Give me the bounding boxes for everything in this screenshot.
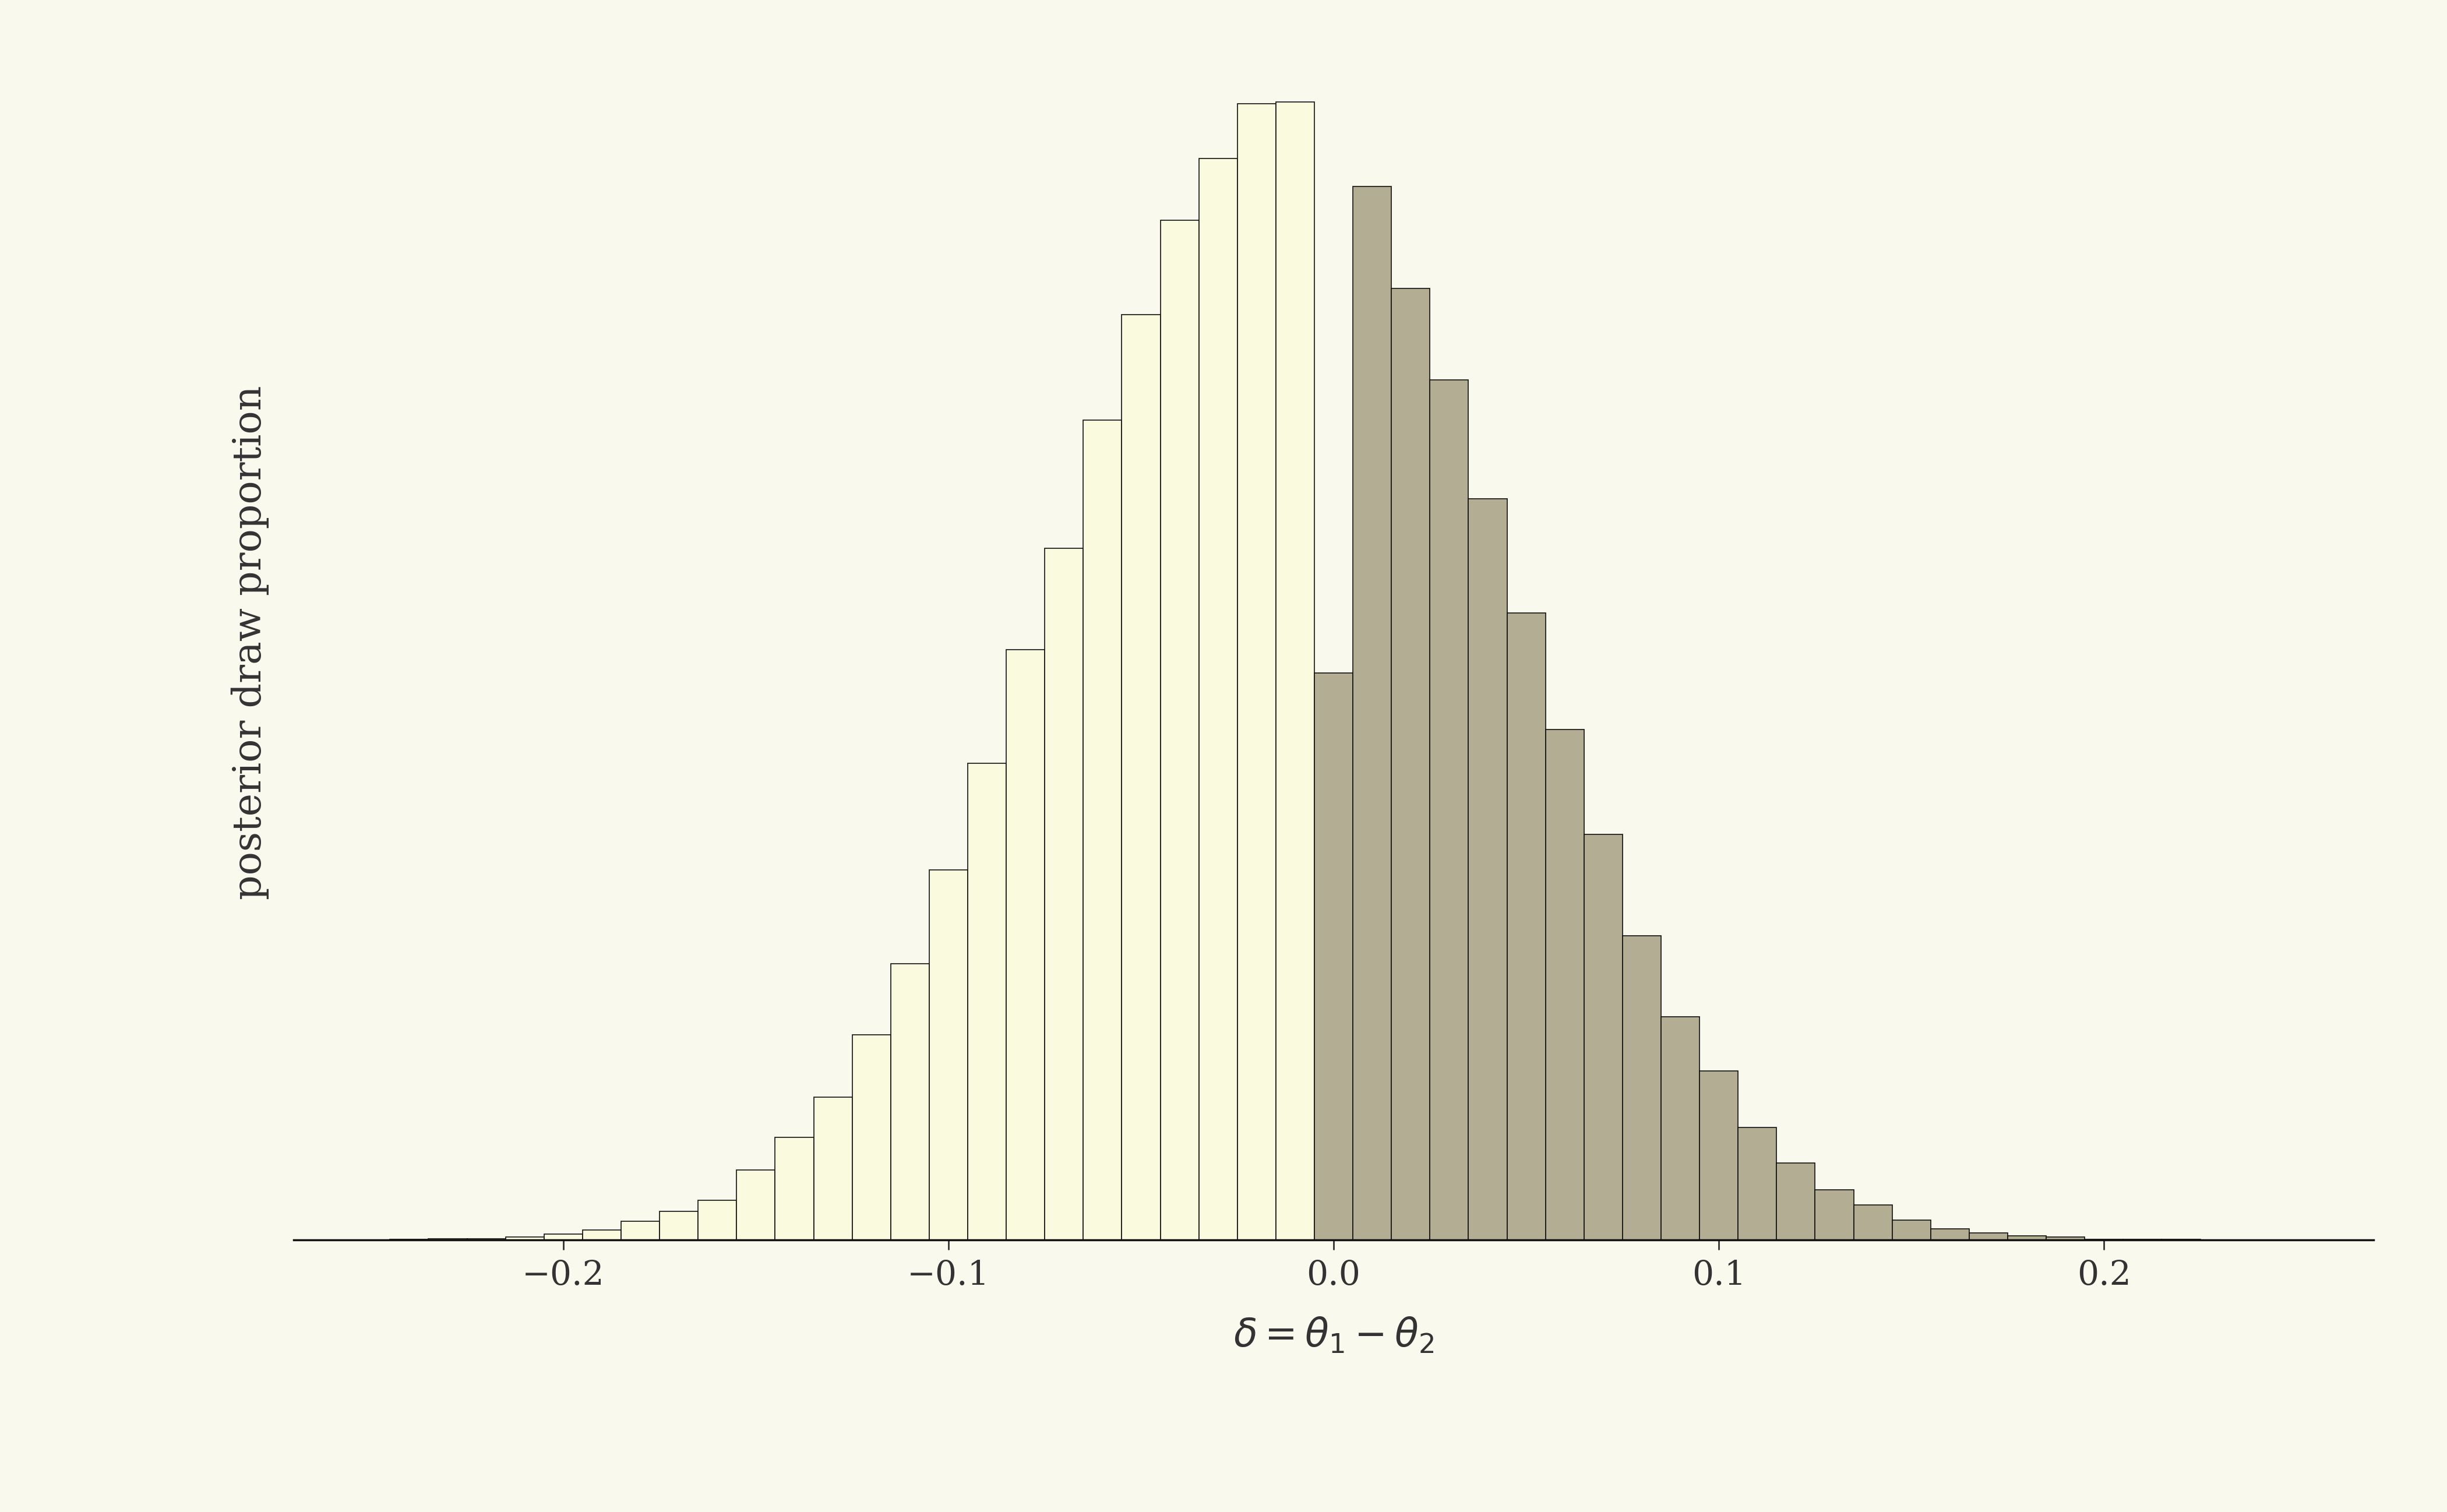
X-axis label: $\delta = \theta_1 - \theta_2$: $\delta = \theta_1 - \theta_2$ [1233, 1315, 1434, 1355]
Bar [1353, 186, 1392, 1240]
Bar [1662, 1016, 1701, 1240]
Bar [815, 1098, 852, 1240]
Y-axis label: posterior draw proportion: posterior draw proportion [232, 386, 269, 900]
Bar [1238, 103, 1275, 1240]
Bar [1583, 835, 1622, 1240]
Bar [1737, 1128, 1777, 1240]
Bar [661, 1211, 697, 1240]
Bar [1970, 1234, 2007, 1240]
Bar [1547, 730, 1583, 1240]
Bar [1314, 673, 1353, 1240]
Bar [1622, 936, 1662, 1240]
Bar [1084, 420, 1121, 1240]
Bar [1429, 380, 1468, 1240]
Bar [1931, 1229, 1970, 1240]
Bar [1006, 650, 1045, 1240]
Bar [930, 869, 967, 1240]
Bar [1701, 1070, 1737, 1240]
Bar [737, 1170, 776, 1240]
Bar [1468, 499, 1507, 1240]
Bar [2046, 1237, 2085, 1240]
Bar [967, 764, 1006, 1240]
Bar [1392, 289, 1429, 1240]
Bar [1045, 549, 1084, 1240]
Bar [776, 1137, 815, 1240]
Bar [1816, 1190, 1855, 1240]
Bar [1777, 1163, 1816, 1240]
Bar [1275, 103, 1314, 1240]
Bar [1507, 612, 1547, 1240]
Bar [507, 1237, 543, 1240]
Bar [1892, 1220, 1931, 1240]
Bar [1314, 676, 1353, 1240]
Bar [1855, 1205, 1892, 1240]
Bar [622, 1222, 661, 1240]
Bar [852, 1034, 891, 1240]
Bar [1121, 314, 1160, 1240]
Bar [891, 963, 930, 1240]
Bar [1160, 221, 1199, 1240]
Bar [2007, 1235, 2046, 1240]
Bar [697, 1201, 737, 1240]
Bar [1199, 159, 1238, 1240]
Bar [543, 1234, 582, 1240]
Bar [582, 1231, 622, 1240]
